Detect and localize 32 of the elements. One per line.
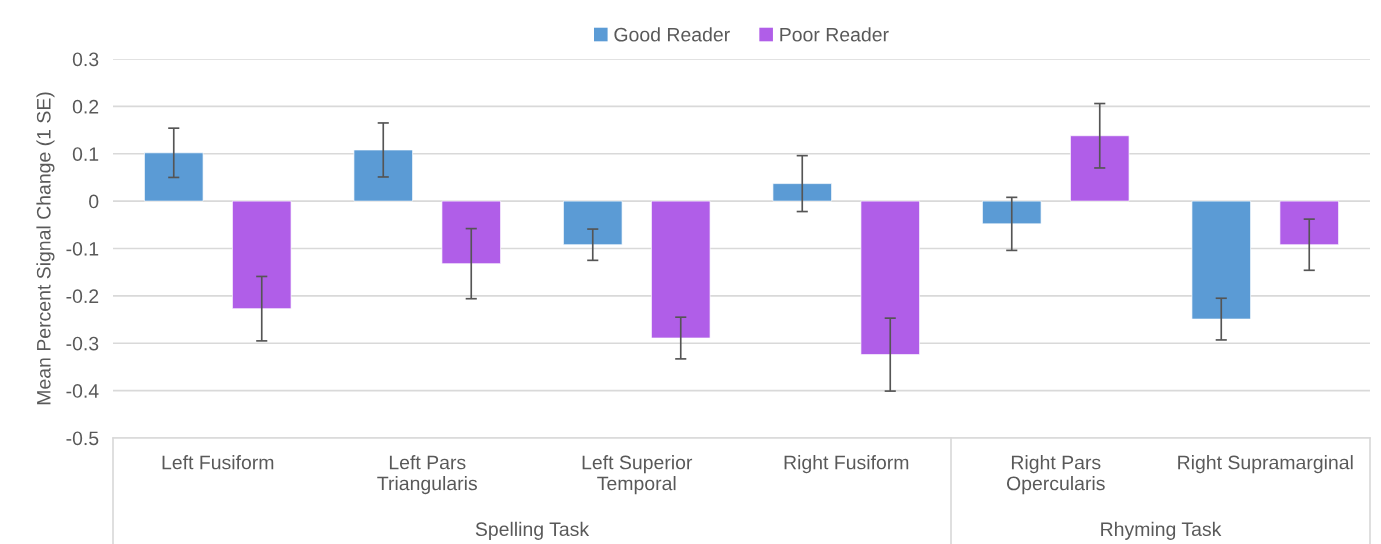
bar (232, 200, 292, 310)
y-tick-label: -0.5 (66, 431, 99, 446)
bar (1191, 200, 1251, 320)
bar (860, 200, 920, 355)
x-tick-label: Right Supramarginal (1178, 455, 1353, 474)
y-tick-label: -0.1 (66, 241, 99, 256)
y-tick-label: -0.3 (66, 336, 99, 351)
bar (1279, 200, 1339, 246)
y-tick-label: -0.2 (66, 289, 99, 304)
x-tick-label: Right Fusiform (784, 455, 909, 474)
bar (144, 152, 204, 202)
bar (441, 200, 501, 265)
bar (651, 200, 711, 339)
x-tick-label: Left Superior Temporal (582, 455, 693, 495)
y-tick-label: 0.1 (72, 147, 99, 161)
y-tick-label: -0.4 (66, 384, 99, 398)
legend-label: Poor Reader (780, 27, 889, 42)
text: Rhyming Task (1101, 521, 1222, 540)
legend-label: Good Reader (614, 27, 730, 42)
bar (982, 200, 1042, 225)
bar (563, 200, 623, 246)
y-tick-label: 0.3 (72, 52, 99, 67)
bar (1070, 135, 1130, 202)
x-tick-label: Left Fusiform (162, 455, 274, 470)
text: Spelling Task (475, 521, 590, 540)
bar (353, 149, 413, 202)
y-tick-label: 0.2 (72, 99, 99, 114)
y-axis-title: Mean Percent Signal Change (1 SE) (36, 92, 55, 405)
bar (772, 183, 832, 202)
x-tick-label: Left Pars Triangularis (377, 455, 477, 495)
y-tick-label: 0 (89, 194, 99, 209)
x-tick-label: Right Pars Opercularis (1006, 455, 1105, 495)
